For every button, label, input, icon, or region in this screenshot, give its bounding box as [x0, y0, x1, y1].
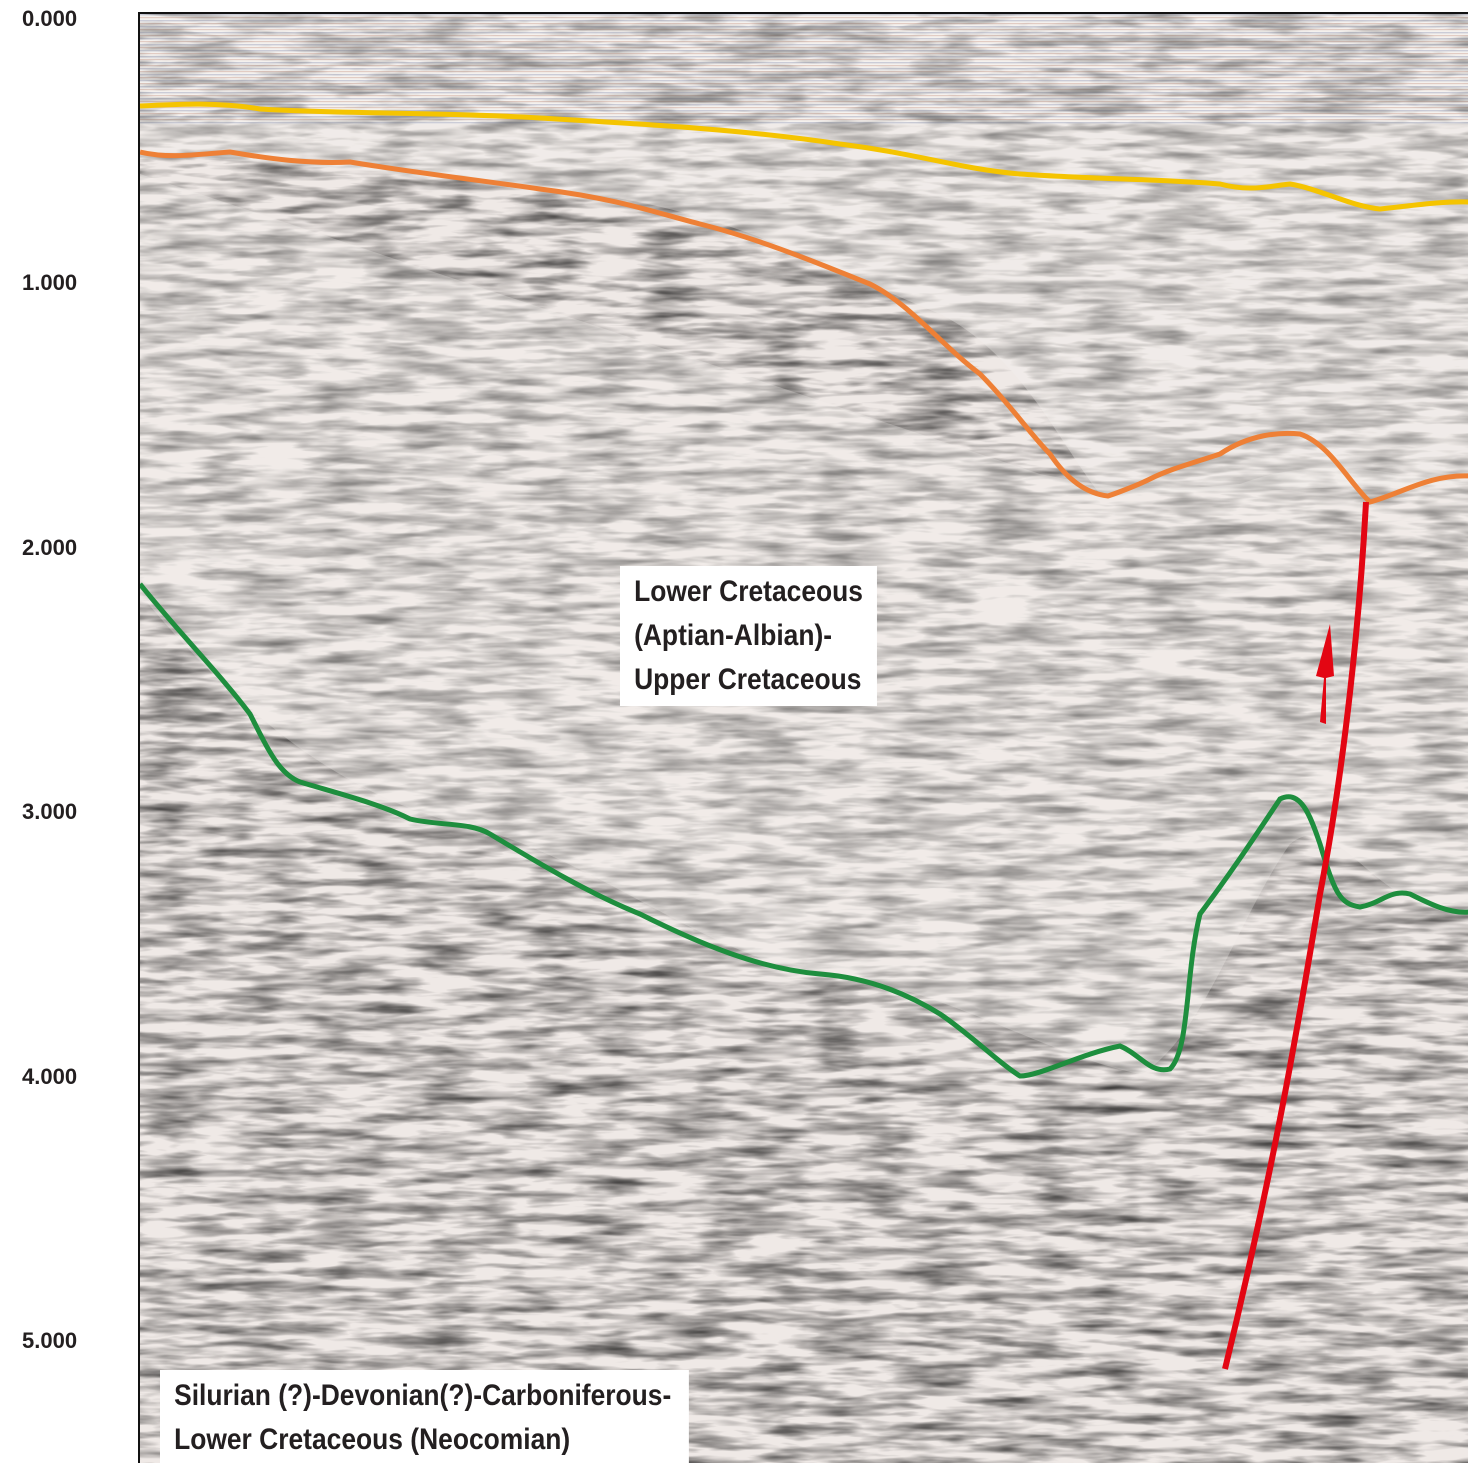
- label-lower-unit: Silurian (?)-Devonian(?)-Carboniferous- …: [160, 1370, 689, 1466]
- axis-tick-5: 5.000: [22, 1328, 78, 1353]
- green-horizon-line: [140, 582, 1468, 1079]
- seismic-section: [138, 12, 1468, 1463]
- orange-horizon-line: [140, 149, 1468, 505]
- axis-tick-1: 1.000: [22, 270, 78, 295]
- fault-arrow-icon: [1316, 624, 1334, 724]
- fault-line: [1222, 501, 1369, 1370]
- axis-tick-0: 0.000: [22, 6, 78, 31]
- seismic-image: [140, 14, 1468, 1463]
- label-upper-line-2: (Aptian-Albian)-: [634, 619, 833, 652]
- label-lower-line-2: Lower Cretaceous (Neocomian): [174, 1423, 571, 1456]
- label-upper-unit: Lower Cretaceous (Aptian-Albian)- Upper …: [620, 566, 878, 706]
- label-upper-line-1: Lower Cretaceous: [634, 575, 863, 608]
- axis-tick-3: 3.000: [22, 799, 78, 824]
- axis-tick-2: 2.000: [22, 535, 78, 560]
- yellow-horizon-line: [140, 101, 1468, 212]
- axis-tick-4: 4.000: [22, 1064, 78, 1089]
- label-upper-line-3: Upper Cretaceous: [634, 663, 862, 696]
- label-lower-line-1: Silurian (?)-Devonian(?)-Carboniferous-: [174, 1379, 672, 1412]
